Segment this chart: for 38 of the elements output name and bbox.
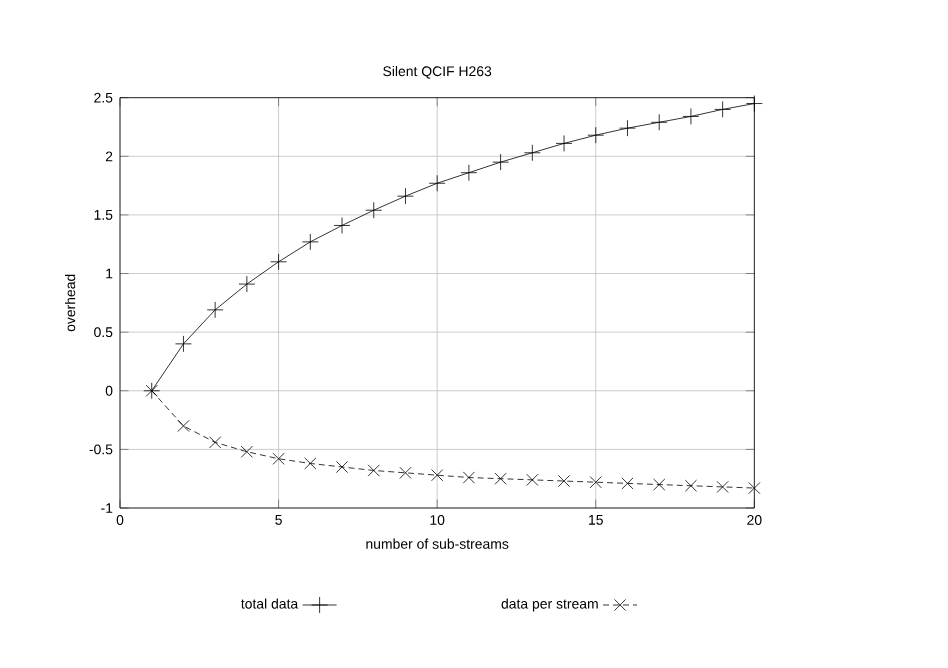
point — [650, 113, 668, 131]
point — [367, 464, 380, 477]
point — [397, 187, 414, 205]
point — [492, 153, 509, 171]
point — [684, 479, 697, 492]
point — [272, 452, 285, 465]
point — [621, 477, 634, 490]
point — [209, 436, 222, 449]
point — [716, 480, 729, 493]
point — [301, 233, 319, 251]
point — [748, 482, 761, 495]
point — [240, 445, 253, 458]
point — [365, 201, 383, 219]
point — [335, 460, 349, 473]
point — [460, 164, 478, 182]
point — [428, 174, 446, 192]
point — [270, 253, 287, 271]
point — [587, 126, 605, 144]
point — [431, 469, 444, 482]
point — [555, 135, 573, 152]
point — [526, 473, 539, 486]
point — [206, 301, 224, 319]
point — [304, 457, 317, 470]
point — [399, 466, 412, 479]
point — [177, 419, 190, 432]
point — [714, 101, 731, 118]
point — [175, 335, 192, 353]
point — [619, 119, 636, 137]
point — [558, 475, 571, 488]
point — [523, 144, 541, 162]
point — [682, 108, 700, 125]
point — [653, 478, 666, 491]
point — [589, 476, 602, 489]
point — [494, 472, 507, 485]
point — [745, 95, 763, 112]
point — [333, 217, 351, 234]
point — [462, 471, 475, 484]
point — [238, 275, 256, 293]
